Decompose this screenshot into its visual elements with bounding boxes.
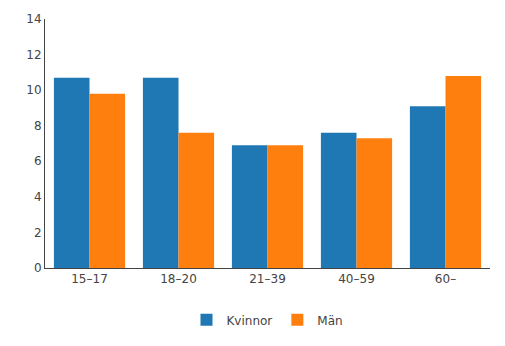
svg-text:15–17: 15–17 xyxy=(71,272,108,286)
svg-text:18–20: 18–20 xyxy=(160,272,197,286)
svg-text:4: 4 xyxy=(34,190,42,204)
svg-text:8: 8 xyxy=(34,119,42,133)
svg-text:14: 14 xyxy=(26,12,41,26)
svg-text:21–39: 21–39 xyxy=(249,272,286,286)
svg-text:Män: Män xyxy=(317,314,342,328)
svg-text:0: 0 xyxy=(34,261,42,275)
svg-text:6: 6 xyxy=(34,154,42,168)
svg-text:60–: 60– xyxy=(435,272,456,286)
svg-text:Kvinnor: Kvinnor xyxy=(227,314,273,328)
svg-text:40–59: 40–59 xyxy=(338,272,375,286)
svg-text:10: 10 xyxy=(26,83,41,97)
svg-text:12: 12 xyxy=(26,48,41,62)
svg-text:2: 2 xyxy=(34,226,42,240)
